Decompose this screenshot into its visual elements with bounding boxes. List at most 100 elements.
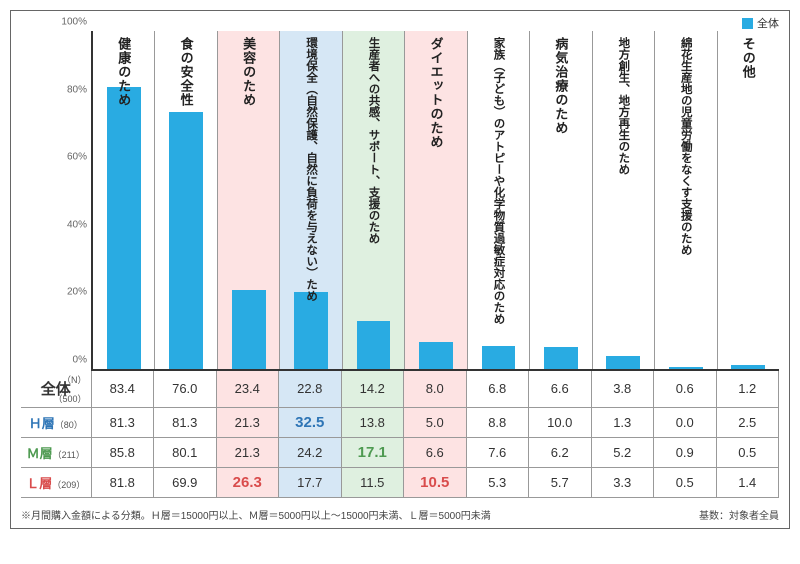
table-cell: 24.2 [279, 437, 342, 467]
plot-area: 健康のため 食の安全性 美容のため 環境保全（自然保護、自然に負荷を与えない）ため 生産… [91, 31, 779, 371]
chart-column: その他 [718, 31, 779, 369]
table-cell: 0.5 [716, 437, 779, 467]
bar [419, 342, 453, 369]
table-cell: 22.8 [279, 371, 342, 407]
table-cell: 2.5 [716, 407, 779, 437]
row-head: Ｍ層（211） [21, 437, 91, 467]
footer: ※月間購入金額による分類。Ｈ層＝15000円以上、Ｍ層＝5000円以上～1500… [11, 504, 789, 528]
legend-swatch [742, 18, 753, 29]
table-cell: 23.4 [216, 371, 279, 407]
table-cell: 10.5 [404, 467, 467, 497]
table-cell: 17.1 [341, 437, 404, 467]
category-label: 環境保全（自然保護、自然に負荷を与えない）ため [303, 37, 319, 302]
y-tick: 20% [67, 287, 87, 298]
y-tick: 60% [67, 152, 87, 163]
table-row: Ｈ層（80）81.381.321.332.513.85.08.810.01.30… [21, 407, 779, 437]
category-label: 生産者への共感、サポート、支援のため [366, 37, 382, 244]
table-cell: 21.3 [216, 437, 279, 467]
table-cell: 26.3 [216, 467, 279, 497]
table-cell: 5.7 [529, 467, 592, 497]
table-cell: 6.8 [466, 371, 529, 407]
table-cell: 69.9 [154, 467, 217, 497]
table-cell: 0.6 [654, 371, 717, 407]
row-head: （N）全体（500） [21, 371, 91, 407]
bar [544, 347, 578, 369]
table-cell: 1.4 [716, 467, 779, 497]
table-cell: 5.0 [404, 407, 467, 437]
chart-column: 美容のため [218, 31, 280, 369]
category-label: 食の安全性 [177, 37, 196, 107]
table-cell: 83.4 [91, 371, 154, 407]
table-cell: 3.3 [591, 467, 654, 497]
chart-column: 家族（子ども）のアトピーや化学物質過敏症対応のため [468, 31, 530, 369]
table-cell: 6.2 [529, 437, 592, 467]
footnote-right: 基数：対象者全員 [699, 507, 779, 522]
chart-container: 全体 0% 20% 40% 60% 80% 100% 健康のため 食の安全性 美容のため 環境保… [10, 10, 790, 529]
table-cell: 1.2 [716, 371, 779, 407]
table-cell: 6.6 [529, 371, 592, 407]
table-cell: 80.1 [154, 437, 217, 467]
table-cell: 32.5 [279, 407, 342, 437]
table-cell: 81.3 [154, 407, 217, 437]
table-cell: 0.5 [654, 467, 717, 497]
data-table: （N）全体（500）83.476.023.422.814.28.06.86.63… [21, 371, 779, 498]
category-label: 家族（子ども）のアトピーや化学物質過敏症対応のため [490, 37, 506, 325]
table-cell: 13.8 [341, 407, 404, 437]
category-label: 美容のため [239, 37, 258, 107]
table-cell: 7.6 [466, 437, 529, 467]
table-cell: 5.3 [466, 467, 529, 497]
bar [606, 356, 640, 369]
bar [482, 346, 516, 369]
chart-column: 綿花生産地の児童労働をなくす支援のため [655, 31, 717, 369]
table-cell: 17.7 [279, 467, 342, 497]
table-cell: 14.2 [341, 371, 404, 407]
table-cell: 3.8 [591, 371, 654, 407]
bar [169, 112, 203, 369]
table-row: （N）全体（500）83.476.023.422.814.28.06.86.63… [21, 371, 779, 407]
table-cell: 11.5 [341, 467, 404, 497]
y-tick: 80% [67, 84, 87, 95]
category-label: 病気治療のため [551, 37, 570, 135]
category-label: 地方創生、地方再生のため [615, 37, 631, 175]
bar [731, 365, 765, 369]
table-cell: 85.8 [91, 437, 154, 467]
bar [357, 321, 391, 369]
chart-column: 食の安全性 [155, 31, 217, 369]
chart-column: 健康のため [93, 31, 155, 369]
table-cell: 81.8 [91, 467, 154, 497]
category-label: 綿花生産地の児童労働をなくす支援のため [678, 37, 694, 256]
table-cell: 21.3 [216, 407, 279, 437]
category-label: ダイエットのため [426, 37, 445, 149]
table-cell: 6.6 [404, 437, 467, 467]
bar [294, 292, 328, 369]
table-cell: 0.9 [654, 437, 717, 467]
table-cell: 5.2 [591, 437, 654, 467]
y-axis: 0%20%40%60%80%100% [21, 31, 91, 371]
chart-column: 生産者への共感、サポート、支援のため [343, 31, 405, 369]
chart-area: 0% 20% 40% 60% 80% 100% 健康のため 食の安全性 美容のため 環境保全（自… [11, 11, 789, 371]
chart-column: 病気治療のため [530, 31, 592, 369]
chart-column: 環境保全（自然保護、自然に負荷を与えない）ため [280, 31, 342, 369]
table-row: Ｍ層（211）85.880.121.324.217.16.67.66.25.20… [21, 437, 779, 467]
data-table-wrap: （N）全体（500）83.476.023.422.814.28.06.86.63… [11, 371, 789, 504]
chart-column: ダイエットのため [405, 31, 467, 369]
table-cell: 81.3 [91, 407, 154, 437]
legend-label: 全体 [757, 15, 779, 31]
row-head: Ｈ層（80） [21, 407, 91, 437]
chart-column: 地方創生、地方再生のため [593, 31, 655, 369]
table-cell: 8.8 [466, 407, 529, 437]
y-tick: 0% [73, 355, 87, 366]
category-label: 健康のため [114, 37, 133, 107]
category-label: その他 [739, 37, 758, 79]
table-row: Ｌ層（209）81.869.926.317.711.510.55.35.73.3… [21, 467, 779, 497]
table-cell: 0.0 [654, 407, 717, 437]
y-tick: 100% [61, 17, 87, 28]
footnote-left: ※月間購入金額による分類。Ｈ層＝15000円以上、Ｍ層＝5000円以上～1500… [21, 507, 491, 522]
bar [232, 290, 266, 369]
bar [107, 87, 141, 369]
table-cell: 76.0 [154, 371, 217, 407]
table-cell: 1.3 [591, 407, 654, 437]
table-cell: 10.0 [529, 407, 592, 437]
y-tick: 40% [67, 219, 87, 230]
table-cell: 8.0 [404, 371, 467, 407]
